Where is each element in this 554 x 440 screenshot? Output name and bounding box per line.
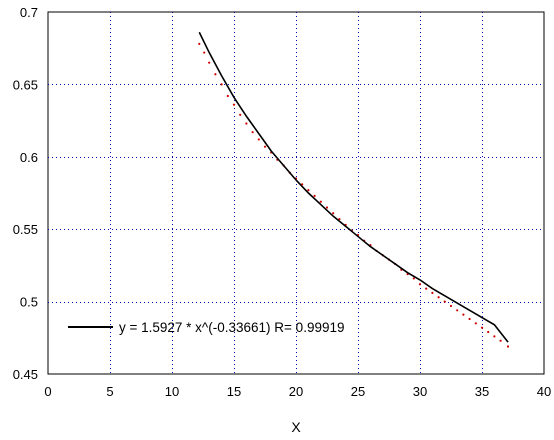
data-point [338,217,341,221]
data-point [251,131,254,134]
y-axis-ticks: 0.45 0.5 0.55 0.6 0.65 0.7 [13,5,38,382]
data-point [456,309,459,312]
data-point [437,296,440,299]
x-axis-ticks: 0 5 10 15 20 25 30 35 40 [44,384,551,399]
data-point [332,212,335,215]
data-point [220,83,223,86]
x-tick-label: 20 [289,384,303,399]
data-point [307,189,310,192]
data-point [468,317,471,321]
data-point [239,113,242,116]
y-tick-label: 0.5 [20,295,38,310]
data-point [319,200,322,203]
series-layer [198,31,510,348]
y-tick-label: 0.65 [13,77,38,92]
y-tick-label: 0.55 [13,222,38,237]
data-point [499,339,502,342]
x-tick-label: 35 [475,384,489,399]
x-axis-title: X [291,419,301,435]
data-point [412,277,415,280]
data-point [208,61,211,64]
data-point [313,194,316,197]
data-point [214,73,217,76]
data-point [487,330,490,334]
x-tick-label: 0 [44,384,51,399]
data-point [449,304,453,308]
data-point [506,345,510,348]
data-point [203,51,206,54]
grid [48,12,544,374]
x-tick-label: 5 [106,384,113,399]
y-tick-label: 0.45 [13,367,38,382]
legend: y = 1.5927 * x^(-0.33661) R= 0.99919 [68,320,345,335]
data-point [257,138,260,141]
x-tick-label: 40 [537,384,551,399]
data-point [431,291,434,295]
data-point [418,283,422,286]
data-point [425,287,428,290]
data-point [226,94,229,98]
data-point [493,335,496,338]
data-point [443,300,446,303]
x-tick-label: 30 [413,384,427,399]
data-point [474,322,477,325]
data-point [480,326,484,329]
x-tick-label: 10 [165,384,179,399]
x-tick-label: 15 [227,384,241,399]
data-point [232,103,236,106]
data-point [263,145,267,148]
x-tick-label: 25 [351,384,365,399]
data-point [325,206,329,209]
fit-curve [198,31,509,343]
data-point [245,122,248,125]
legend-label: y = 1.5927 * x^(-0.33661) R= 0.99919 [119,320,345,335]
data-point [198,42,201,45]
y-tick-label: 0.6 [20,150,38,165]
data-point [462,313,465,316]
y-tick-label: 0.7 [20,5,38,20]
